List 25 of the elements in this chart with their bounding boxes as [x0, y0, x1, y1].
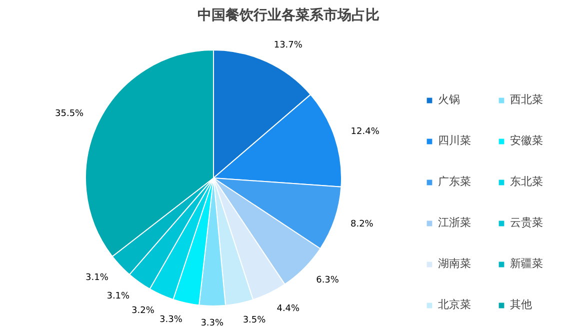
data-label: 13.7% [274, 40, 303, 51]
legend-label: 东北菜 [510, 174, 543, 189]
data-label: 3.3% [160, 315, 183, 326]
legend-label: 其他 [510, 297, 532, 312]
legend-label: 新疆菜 [510, 256, 543, 271]
data-label: 3.1% [86, 273, 109, 284]
data-label: 35.5% [55, 108, 84, 119]
legend-label: 云贵菜 [510, 215, 543, 230]
legend-label: 广东菜 [438, 174, 471, 189]
legend-label: 西北菜 [510, 92, 543, 107]
data-label: 12.4% [350, 127, 380, 138]
data-label: 3.5% [242, 316, 266, 326]
data-label: 8.2% [350, 220, 374, 230]
legend-label: 安徽菜 [510, 133, 543, 148]
legend-label: 四川菜 [438, 133, 471, 148]
chart-title: 中国餐饮行业各菜系市场占比 [198, 6, 380, 24]
legend-label: 北京菜 [438, 297, 471, 312]
data-label: 3.1% [106, 292, 130, 302]
data-label: 3.2% [132, 306, 155, 316]
legend-label: 湖南菜 [438, 256, 471, 271]
data-label: 3.3% [200, 318, 224, 327]
data-label: 4.4% [276, 304, 300, 314]
data-label: 6.3% [316, 276, 340, 286]
legend-label: 江浙菜 [438, 215, 471, 230]
legend-label: 火锅 [438, 92, 460, 107]
